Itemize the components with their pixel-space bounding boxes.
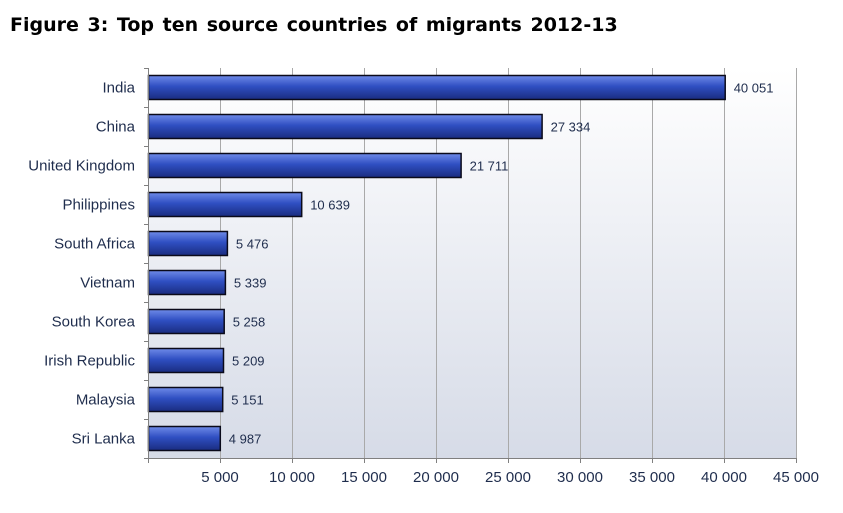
data-label: 4 987 — [229, 432, 262, 447]
data-label: 5 339 — [234, 276, 267, 291]
data-label: 40 051 — [734, 81, 774, 96]
x-tick-label: 40 000 — [701, 469, 747, 486]
x-tick-label: 25 000 — [485, 469, 531, 486]
category-label: South Korea — [52, 314, 136, 331]
x-tick-label: 35 000 — [629, 469, 675, 486]
x-tick-label: 10 000 — [269, 469, 315, 486]
bar — [147, 113, 543, 140]
bar — [147, 425, 222, 452]
data-label: 5 209 — [232, 354, 265, 369]
data-label: 5 151 — [231, 393, 264, 408]
data-label: 27 334 — [551, 120, 591, 135]
category-label: Irish Republic — [44, 353, 135, 370]
bars — [147, 74, 726, 452]
bar — [147, 191, 303, 218]
bar — [147, 74, 726, 101]
x-tick-labels: 5 000 10 000 15 000 20 000 25 000 30 000 35 00… — [201, 469, 819, 486]
bar — [147, 386, 224, 413]
data-label: 21 711 — [470, 159, 509, 174]
data-labels: 40 051 27 334 21 711 10 639 5 476 5 339 5 258 5… — [229, 81, 774, 447]
axes — [144, 68, 797, 463]
category-labels: India China United Kingdom Philippines South… — [28, 80, 135, 448]
category-label: Malaysia — [76, 392, 136, 409]
x-tick-label: 30 000 — [557, 469, 603, 486]
category-label: Philippines — [62, 197, 135, 214]
x-tick-label: 20 000 — [413, 469, 459, 486]
data-label: 5 476 — [236, 237, 269, 252]
bar — [147, 152, 462, 179]
category-label: United Kingdom — [28, 158, 135, 175]
data-label: 10 639 — [310, 198, 350, 213]
category-label: India — [102, 80, 135, 97]
bar — [147, 230, 229, 257]
category-label: China — [96, 119, 136, 136]
bar — [147, 347, 225, 374]
x-tick-label: 45 000 — [773, 469, 819, 486]
bar — [147, 308, 225, 335]
category-label: South Africa — [54, 236, 136, 253]
x-tick-label: 15 000 — [341, 469, 387, 486]
category-label: Vietnam — [80, 275, 135, 292]
bar — [147, 269, 227, 296]
x-tick-label: 5 000 — [201, 469, 239, 486]
chart-title: Figure 3: Top ten source countries of mi… — [10, 14, 618, 36]
data-label: 5 258 — [233, 315, 266, 330]
category-label: Sri Lanka — [72, 431, 136, 448]
